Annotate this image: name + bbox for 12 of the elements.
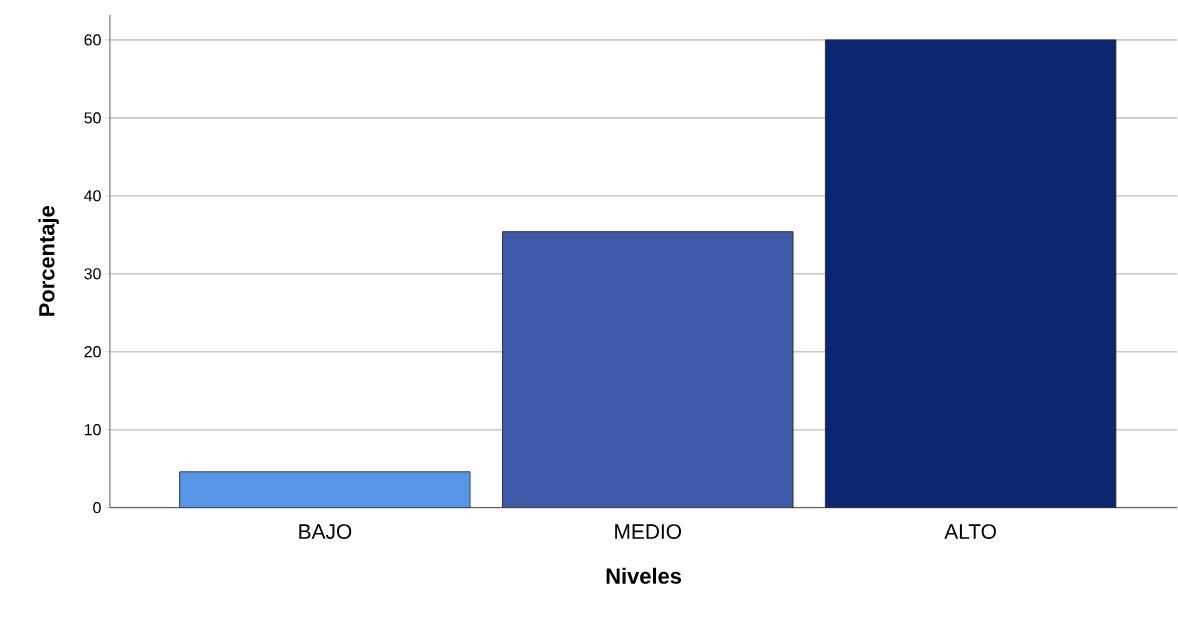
y-tick-label: 50 [84,112,101,124]
y-tick-label: 0 [93,502,101,514]
x-tick-label: BAJO [299,524,352,540]
x-axis-title: Niveles [606,567,682,585]
y-tick-label: 20 [84,346,101,358]
y-tick-label: 60 [84,34,101,46]
x-tick-label: MEDIO [615,524,682,540]
y-tick-label: 30 [84,268,101,280]
y-tick-label: 10 [84,424,101,436]
y-tick-label: 40 [84,190,101,202]
y-axis-title: Porcentaje [38,206,59,317]
x-tick-label: ALTO [944,524,996,540]
